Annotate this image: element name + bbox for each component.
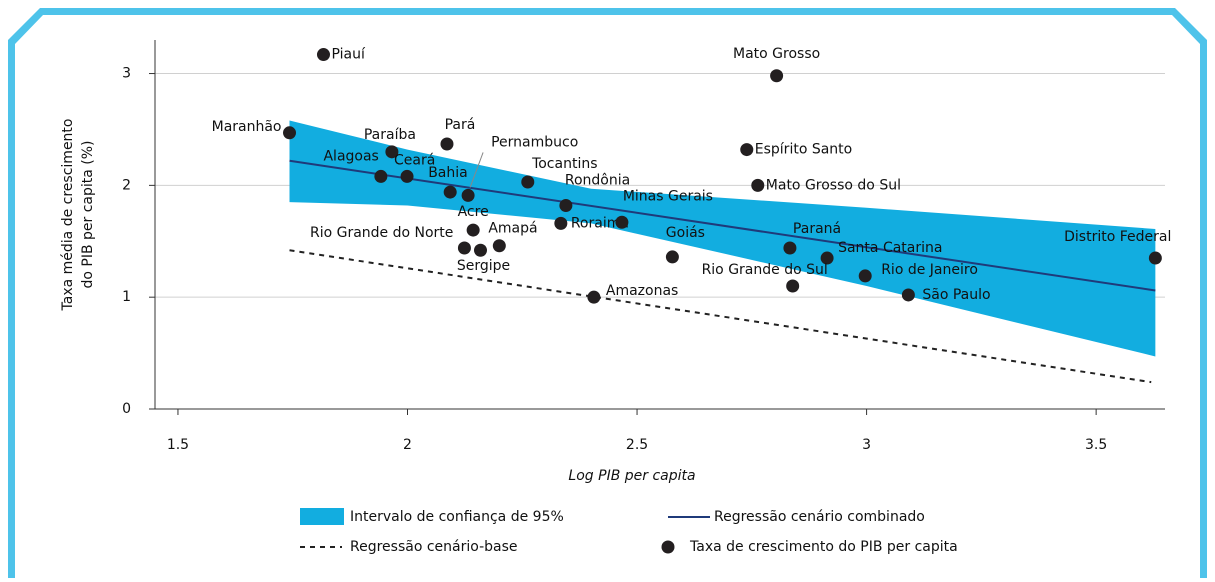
data-point xyxy=(901,288,915,302)
data-point xyxy=(385,145,399,159)
callout-line xyxy=(469,152,484,188)
point-label: Pará xyxy=(445,117,476,133)
regression-line xyxy=(289,159,1156,292)
x-tick-label: 3.5 xyxy=(1085,437,1107,453)
data-point xyxy=(615,215,629,229)
point-label: Amapá xyxy=(488,221,537,237)
legend-swatch xyxy=(300,508,344,525)
legend-swatch xyxy=(661,540,675,554)
data-point xyxy=(400,169,414,183)
y-tick-label: 3 xyxy=(122,66,131,82)
legend-label: Taxa de crescimento do PIB per capita xyxy=(689,539,958,555)
point-label: Santa Catarina xyxy=(838,240,942,256)
point-label: Espírito Santo xyxy=(755,142,852,158)
data-point xyxy=(740,143,754,157)
point-label: São Paulo xyxy=(922,287,990,303)
point-label: Rio Grande do Norte xyxy=(310,225,453,241)
point-label: Amazonas xyxy=(606,283,678,299)
data-point xyxy=(751,178,765,192)
legend-label: Regressão cenário-base xyxy=(350,539,518,555)
x-tick-label: 2 xyxy=(403,437,412,453)
point-label: Mato Grosso do Sul xyxy=(766,177,901,193)
data-point xyxy=(283,126,297,140)
data-point xyxy=(316,48,330,62)
y-axis-label-line: Taxa média de crescimento xyxy=(60,119,76,312)
data-point xyxy=(1148,251,1162,265)
x-tick-label: 3 xyxy=(862,437,871,453)
point-label: Bahia xyxy=(428,165,468,181)
data-point xyxy=(466,223,480,237)
point-label: Tocantins xyxy=(531,156,597,172)
point-label: Sergipe xyxy=(457,258,510,274)
data-point xyxy=(786,279,800,293)
point-label: Paraíba xyxy=(364,127,416,143)
data-point xyxy=(587,290,601,304)
point-label: Distrito Federal xyxy=(1064,229,1171,245)
point-label: Roraima xyxy=(571,215,629,231)
point-label: Minas Gerais xyxy=(623,188,713,204)
data-point xyxy=(440,137,454,151)
data-point xyxy=(554,216,568,230)
x-tick-label: 2.5 xyxy=(626,437,648,453)
data-point xyxy=(783,241,797,255)
data-point xyxy=(521,175,535,189)
data-point xyxy=(492,239,506,253)
data-point xyxy=(665,250,679,264)
point-label: Pernambuco xyxy=(491,134,578,150)
point-label: Paraná xyxy=(793,221,841,237)
point-label: Acre xyxy=(458,204,489,220)
data-point xyxy=(858,269,872,283)
data-point xyxy=(770,69,784,83)
data-point xyxy=(820,251,834,265)
data-point xyxy=(473,243,487,257)
point-label: Alagoas xyxy=(323,148,378,164)
data-point xyxy=(457,241,471,255)
point-label: Goiás xyxy=(666,225,705,241)
y-axis-label: Taxa média de crescimento do PIB per capi… xyxy=(60,119,96,312)
data-point xyxy=(443,185,457,199)
point-label: Rio de Janeiro xyxy=(881,262,978,278)
point-label: Ceará xyxy=(394,152,435,168)
legend-label: Regressão cenário combinado xyxy=(714,509,925,525)
x-tick-label: 1.5 xyxy=(167,437,189,453)
point-label: Maranhão xyxy=(212,119,282,135)
point-label: Mato Grosso xyxy=(733,46,820,62)
y-tick-label: 2 xyxy=(122,177,131,193)
point-label: Piauí xyxy=(331,47,365,63)
confidence-band xyxy=(289,120,1156,357)
data-point xyxy=(559,198,573,212)
y-tick-label: 1 xyxy=(122,289,131,305)
y-axis-label-line: do PIB per capita (%) xyxy=(80,140,96,288)
data-point xyxy=(461,188,475,202)
y-tick-label: 0 xyxy=(122,401,131,417)
legend-label: Intervalo de confiança de 95% xyxy=(350,509,564,525)
point-label: Rondônia xyxy=(565,172,630,188)
x-axis-label: Log PIB per capita xyxy=(568,468,695,484)
point-label: Rio Grande do Sul xyxy=(702,262,828,278)
data-point xyxy=(374,169,388,183)
